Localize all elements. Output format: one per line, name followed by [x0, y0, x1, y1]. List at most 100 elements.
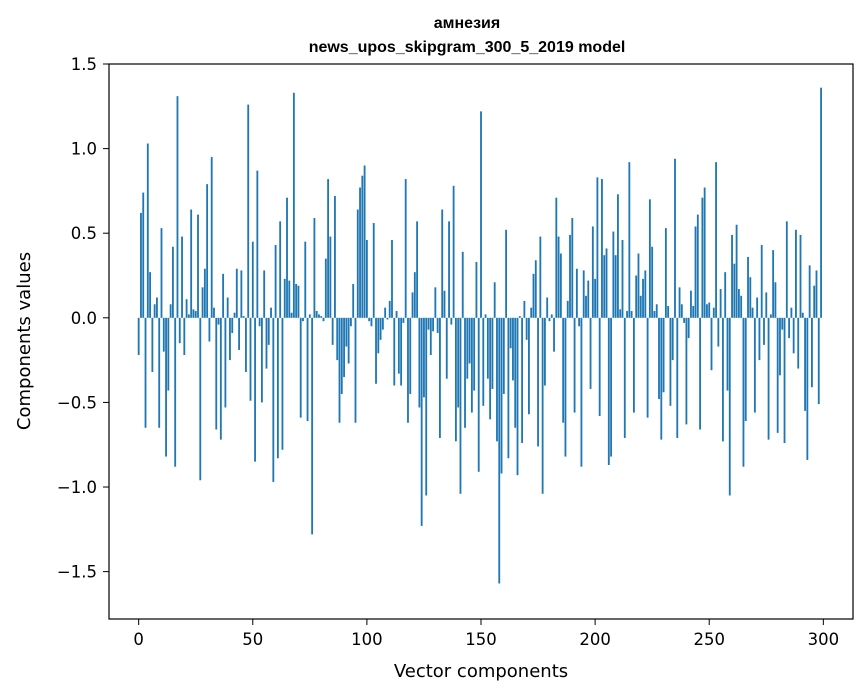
bar-237: [678, 287, 681, 318]
bar-143: [464, 317, 466, 428]
bar-56: [265, 317, 268, 369]
bar-141: [459, 317, 462, 494]
bar-132: [439, 317, 441, 438]
bar-255: [719, 289, 722, 318]
bar-145: [468, 317, 471, 364]
bar-7: [153, 304, 156, 318]
bar-271: [756, 297, 759, 318]
bar-91: [345, 317, 348, 347]
bar-225: [651, 246, 654, 318]
bar-244: [694, 226, 697, 318]
bar-242: [690, 290, 692, 318]
bar-64: [283, 278, 286, 318]
bar-120: [411, 292, 414, 318]
bar-234: [671, 317, 674, 361]
bar-215: [628, 162, 631, 318]
bar-97: [359, 187, 361, 318]
bar-258: [726, 317, 729, 391]
bar-171: [528, 317, 530, 415]
bar-33: [213, 307, 215, 318]
bar-151: [482, 317, 485, 406]
bar-207: [610, 317, 612, 457]
bar-62: [279, 221, 282, 318]
bar-201: [596, 177, 599, 318]
bar-277: [769, 314, 772, 318]
bar-124: [420, 317, 423, 526]
bar-84: [329, 236, 332, 318]
bar-14: [169, 304, 172, 318]
bar-214: [626, 311, 628, 318]
bar-184: [557, 236, 560, 318]
bar-38: [224, 317, 227, 408]
y-axis: 1.5 1.0 0.5 0.0 −0.5 −1.0 −1.5: [57, 55, 109, 582]
bar-182: [553, 317, 555, 352]
bar-229: [660, 317, 663, 440]
bar-99: [363, 165, 366, 318]
bar-67: [290, 312, 293, 318]
bar-196: [585, 295, 587, 318]
bar-102: [370, 317, 373, 327]
bar-140: [457, 317, 460, 408]
bar-11: [162, 317, 165, 352]
bar-274: [763, 317, 765, 345]
bar-107: [381, 317, 384, 330]
bar-60: [274, 245, 277, 318]
bar-154: [489, 317, 492, 420]
bar-191: [573, 317, 576, 413]
bar-1: [140, 212, 142, 318]
bar-13: [167, 317, 170, 391]
bar-109: [386, 317, 389, 320]
bar-75: [308, 314, 311, 318]
bar-155: [491, 317, 494, 389]
bar-81: [322, 317, 325, 322]
bar-90: [343, 317, 345, 378]
bar-284: [785, 221, 788, 318]
bar-227: [655, 304, 658, 318]
bar-45: [240, 270, 243, 318]
x-tick-label: 250: [693, 630, 725, 649]
bar-110: [388, 300, 391, 318]
bar-218: [635, 275, 638, 318]
bar-66: [288, 280, 291, 318]
bar-213: [623, 317, 626, 438]
bar-279: [774, 282, 777, 318]
bar-27: [199, 317, 202, 481]
bar-261: [733, 263, 736, 318]
bar-74: [306, 317, 309, 422]
bar-156: [493, 282, 496, 318]
bar-212: [621, 239, 624, 318]
bar-37: [222, 273, 225, 318]
chart-title: амнезия: [434, 15, 500, 32]
bar-77: [313, 217, 316, 318]
bar-122: [416, 221, 419, 318]
bar-159: [500, 317, 503, 474]
bar-298: [817, 317, 820, 405]
bar-10: [160, 228, 163, 318]
bar-246: [699, 317, 702, 430]
bar-98: [361, 175, 364, 318]
bar-127: [427, 317, 430, 330]
bar-115: [400, 317, 403, 386]
bar-50: [251, 241, 254, 318]
bar-95: [354, 317, 357, 423]
bar-54: [261, 317, 263, 403]
bar-135: [445, 317, 448, 379]
bar-3: [144, 317, 147, 428]
bar-117: [404, 179, 407, 318]
bar-53: [258, 317, 261, 327]
x-tick-label: 200: [579, 630, 611, 649]
bar-161: [505, 229, 508, 318]
bar-146: [470, 317, 473, 413]
bar-58: [270, 307, 272, 318]
bar-93: [350, 317, 352, 327]
bar-216: [630, 311, 633, 318]
bar-69: [295, 283, 298, 318]
bar-144: [466, 317, 469, 379]
bar-20: [183, 317, 186, 356]
bar-192: [575, 268, 578, 318]
bar-88: [338, 317, 341, 423]
bar-12: [165, 317, 167, 457]
bar-63: [281, 317, 284, 450]
bar-186: [562, 317, 565, 423]
bar-79: [318, 314, 320, 318]
